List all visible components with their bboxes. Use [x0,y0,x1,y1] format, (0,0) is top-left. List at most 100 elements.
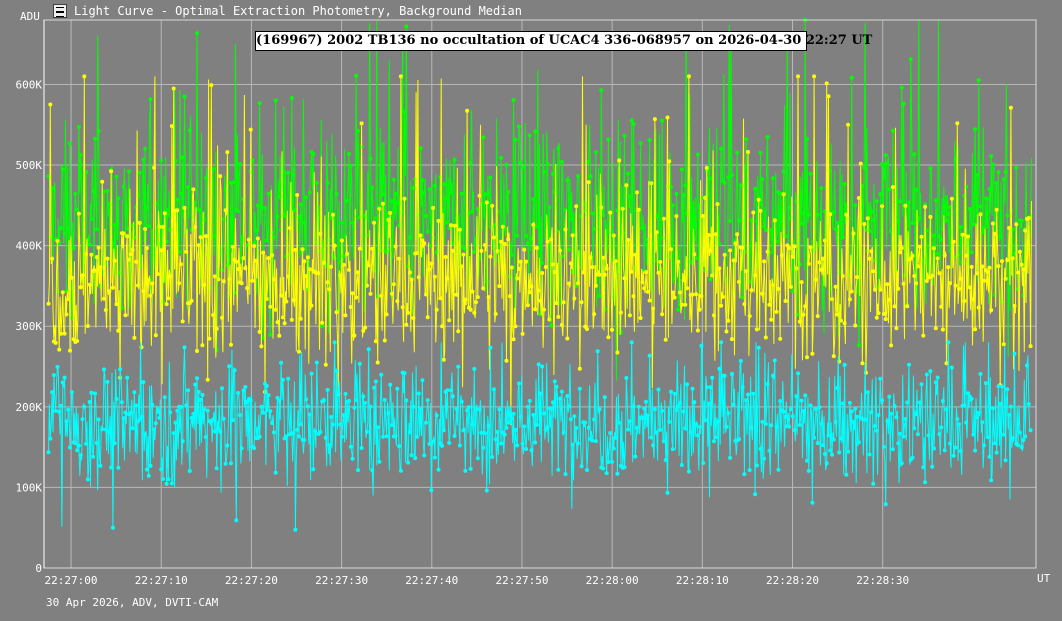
data-point [654,230,659,235]
data-point [368,404,373,409]
data-point [853,323,858,328]
data-point [670,203,675,208]
data-point [880,204,885,209]
data-point [601,466,606,471]
data-point [540,260,545,265]
data-point [660,408,665,413]
data-point [683,426,688,431]
data-point [974,173,979,178]
data-point [971,297,976,302]
data-point [982,278,987,283]
data-point [307,412,312,417]
data-point [123,313,128,318]
data-point [127,257,131,262]
data-point [719,146,724,151]
data-point [783,414,788,419]
data-point [515,443,520,448]
data-point [477,407,482,412]
data-point [894,326,899,331]
data-point [384,312,389,317]
data-point [746,150,750,154]
data-point [481,286,486,291]
data-point [669,389,673,394]
data-point [946,265,951,270]
data-point [112,258,117,263]
data-point [858,161,863,166]
data-point [710,375,715,380]
data-point [685,286,690,291]
data-point [152,427,157,432]
data-point [787,205,792,210]
data-point [136,283,140,288]
data-point [762,456,767,461]
data-point [504,358,509,363]
data-point [944,407,949,412]
data-point [461,428,466,433]
data-point [356,270,360,275]
data-point [386,411,391,416]
data-point [821,256,826,261]
data-point [771,176,775,181]
data-point [760,177,765,182]
data-point [94,255,99,260]
data-point [109,169,114,174]
data-point [638,141,643,146]
data-point [416,275,421,280]
data-point [844,472,849,477]
data-point [475,295,480,300]
data-point [676,307,681,312]
data-point [796,312,800,317]
data-point [390,423,394,428]
data-point [790,254,795,259]
data-point [735,150,740,155]
data-point [674,214,679,219]
data-point [930,273,935,278]
data-point [499,239,504,244]
data-point [568,261,573,266]
data-point [325,387,330,392]
data-point [472,250,477,254]
data-point [347,399,351,403]
data-point [490,455,495,459]
data-point [212,274,217,279]
data-point [1017,249,1022,254]
data-point [297,349,301,354]
data-point [978,212,983,217]
data-point [203,234,208,239]
data-point [445,220,450,225]
data-point [899,85,904,90]
data-point [98,463,103,468]
data-point [98,265,103,270]
data-point [268,409,273,414]
data-point [527,133,532,138]
data-point [819,267,824,272]
data-point [452,223,457,228]
data-point [166,213,171,217]
data-point [82,404,87,409]
data-point [647,353,652,358]
data-point [656,387,661,392]
data-point [559,160,564,164]
data-point [803,304,808,309]
data-point [670,290,675,295]
data-point [239,281,244,286]
data-point [404,398,409,403]
data-point [905,304,910,309]
data-point [556,314,561,319]
x-tick-label: 22:27:50 [495,574,548,587]
data-point [758,208,763,213]
data-point [656,270,661,275]
data-point [236,391,241,395]
data-point [214,326,219,331]
data-point [713,232,718,237]
data-point [481,445,486,450]
data-point [429,488,434,493]
data-point [813,277,818,282]
data-point [187,128,192,133]
data-point [171,86,176,91]
data-point [332,340,337,345]
data-point [855,414,860,419]
data-point [196,207,201,212]
data-point [375,425,380,430]
data-point [166,296,171,301]
